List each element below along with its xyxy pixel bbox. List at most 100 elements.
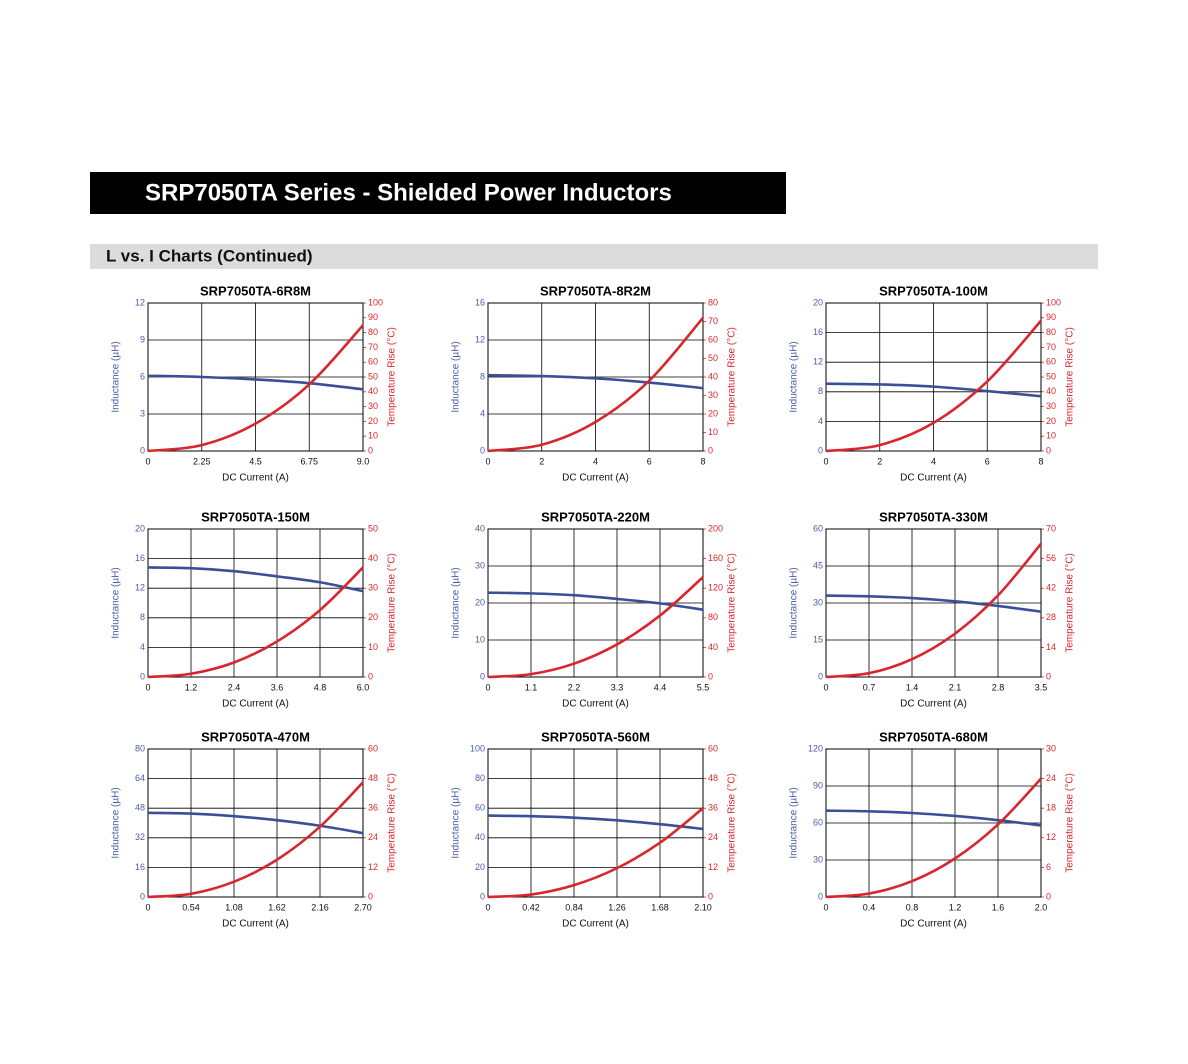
inductance-line — [487, 814, 704, 831]
y2-axis-label: Temperature Rise (°C) — [727, 327, 738, 427]
section-bar — [90, 244, 1098, 269]
x-axis-label: DC Current (A) — [222, 699, 289, 710]
y2-tick-label: 30 — [1046, 401, 1056, 411]
x-tick-label: 0.8 — [906, 902, 919, 912]
y-tick-label: 64 — [135, 773, 145, 783]
temperature-line — [147, 566, 364, 679]
y-tick-label: 16 — [813, 327, 823, 337]
y-tick-label: 12 — [475, 334, 485, 344]
chart-title: SRP7050TA-6R8M — [200, 283, 311, 298]
x-axis-label: DC Current (A) — [222, 473, 289, 484]
y-tick-label: 12 — [135, 583, 145, 593]
y2-tick-label: 42 — [1046, 583, 1056, 593]
y2-axis-label: Temperature Rise (°C) — [387, 773, 398, 873]
y-axis-label: Inductance (µH) — [451, 787, 462, 858]
y-tick-label: 4 — [480, 408, 485, 418]
x-tick-label: 9.0 — [357, 456, 370, 466]
x-tick-label: 6 — [985, 456, 990, 466]
inductance-line — [825, 382, 1042, 398]
y-tick-label: 12 — [813, 357, 823, 367]
y2-tick-label: 80 — [1046, 327, 1056, 337]
y-axis-label: Inductance (µH) — [111, 341, 122, 412]
y2-tick-label: 60 — [708, 334, 718, 344]
y-tick-label: 9 — [140, 334, 145, 344]
y-tick-label: 8 — [818, 386, 823, 396]
x-tick-label: 2.0 — [1035, 902, 1048, 912]
inductance-line — [147, 811, 364, 835]
x-tick-label: 1.1 — [525, 682, 538, 692]
y2-axis-label: Temperature Rise (°C) — [727, 553, 738, 653]
y2-tick-label: 70 — [1046, 523, 1056, 533]
y2-tick-label: 40 — [708, 371, 718, 381]
y-tick-label: 60 — [813, 817, 823, 827]
plot-frame — [147, 748, 364, 898]
x-tick-label: 5.5 — [697, 682, 710, 692]
x-axis-label: DC Current (A) — [562, 919, 629, 930]
y2-tick-label: 0 — [1046, 891, 1051, 901]
y2-tick-label: 0 — [1046, 445, 1051, 455]
y2-tick-label: 70 — [368, 342, 378, 352]
inductance-line — [487, 591, 704, 611]
plot-frame — [487, 302, 704, 452]
y-tick-label: 45 — [813, 560, 823, 570]
inductance-line — [487, 373, 704, 390]
y2-tick-label: 0 — [708, 891, 713, 901]
x-tick-label: 2 — [539, 456, 544, 466]
y-tick-label: 80 — [135, 743, 145, 753]
y2-tick-label: 100 — [1046, 297, 1061, 307]
temperature-line — [825, 542, 1042, 679]
x-axis-label: DC Current (A) — [562, 473, 629, 484]
y-tick-label: 0 — [480, 891, 485, 901]
y-tick-label: 32 — [135, 832, 145, 842]
x-tick-label: 6.75 — [300, 456, 318, 466]
y-axis-label: Inductance (µH) — [789, 567, 800, 638]
x-tick-label: 1.62 — [268, 902, 286, 912]
y2-tick-label: 0 — [708, 445, 713, 455]
inductance-line — [147, 374, 364, 391]
chart-title: SRP7050TA-150M — [201, 509, 310, 524]
y2-tick-label: 30 — [368, 583, 378, 593]
x-tick-label: 0 — [145, 682, 150, 692]
x-tick-label: 1.08 — [225, 902, 243, 912]
chart-title: SRP7050TA-330M — [879, 509, 988, 524]
x-tick-label: 2.25 — [193, 456, 211, 466]
plot-frame — [487, 528, 704, 678]
y2-tick-label: 50 — [368, 371, 378, 381]
y2-tick-label: 0 — [1046, 671, 1051, 681]
y2-tick-label: 36 — [368, 803, 378, 813]
inductance-line — [825, 594, 1042, 613]
y2-tick-label: 70 — [708, 316, 718, 326]
y-tick-label: 16 — [135, 553, 145, 563]
x-tick-label: 2.16 — [311, 902, 329, 912]
y-tick-label: 8 — [480, 371, 485, 381]
header-title: SRP7050TA Series - Shielded Power Induct… — [145, 179, 672, 206]
y2-tick-label: 12 — [708, 862, 718, 872]
y2-tick-label: 36 — [708, 803, 718, 813]
y2-tick-label: 10 — [1046, 431, 1056, 441]
y2-tick-label: 20 — [708, 408, 718, 418]
y2-axis-label: Temperature Rise (°C) — [387, 327, 398, 427]
y-tick-label: 15 — [813, 634, 823, 644]
x-tick-label: 3.3 — [611, 682, 624, 692]
y2-axis-label: Temperature Rise (°C) — [1065, 773, 1076, 873]
y-tick-label: 20 — [475, 862, 485, 872]
x-tick-label: 2.4 — [228, 682, 241, 692]
y-tick-label: 120 — [808, 743, 823, 753]
y2-axis-label: Temperature Rise (°C) — [387, 553, 398, 653]
y2-axis-label: Temperature Rise (°C) — [727, 773, 738, 873]
y-tick-label: 20 — [135, 523, 145, 533]
y2-tick-label: 90 — [1046, 312, 1056, 322]
y2-tick-label: 6 — [1046, 862, 1051, 872]
y-tick-label: 16 — [475, 297, 485, 307]
x-tick-label: 8 — [700, 456, 705, 466]
y2-tick-label: 12 — [368, 862, 378, 872]
x-tick-label: 4.5 — [249, 456, 262, 466]
plot-frame — [147, 528, 364, 678]
y2-tick-label: 20 — [1046, 416, 1056, 426]
x-tick-label: 0.84 — [565, 902, 583, 912]
y2-tick-label: 48 — [368, 773, 378, 783]
plot-frame — [825, 302, 1042, 452]
x-axis-label: DC Current (A) — [900, 699, 967, 710]
y-axis-label: Inductance (µH) — [451, 567, 462, 638]
plot-frame — [825, 748, 1042, 898]
